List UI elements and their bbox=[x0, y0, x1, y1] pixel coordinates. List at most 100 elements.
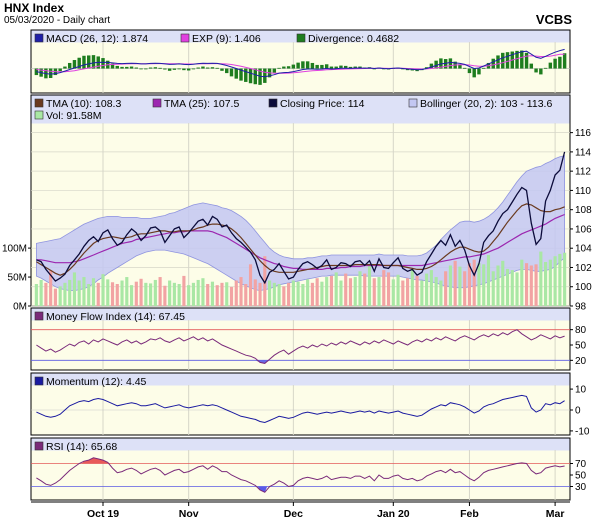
divergence-bar bbox=[343, 65, 348, 69]
volume-bar bbox=[163, 285, 167, 306]
volume-bar bbox=[34, 284, 38, 306]
volume-bar bbox=[172, 282, 176, 306]
x-axis-label: Feb bbox=[460, 508, 479, 520]
divergence-bar bbox=[543, 67, 548, 69]
volume-bar bbox=[415, 275, 419, 306]
volume-bar bbox=[372, 278, 376, 306]
volume-bar bbox=[63, 282, 67, 306]
divergence-bar bbox=[91, 55, 96, 69]
volume-bar bbox=[287, 282, 291, 306]
volume-bar bbox=[453, 260, 457, 306]
divergence-bar bbox=[129, 66, 134, 69]
volume-bar bbox=[486, 255, 491, 306]
volume-bar bbox=[520, 259, 524, 306]
divergence-bar bbox=[163, 68, 167, 70]
divergence-bar bbox=[134, 67, 139, 69]
volume-bar bbox=[277, 284, 281, 306]
divergence-bar bbox=[120, 66, 124, 69]
volume-bar bbox=[444, 271, 448, 306]
volume-bar bbox=[206, 284, 210, 306]
divergence-bar bbox=[58, 68, 62, 72]
volume-bar bbox=[315, 278, 319, 306]
rsi-line bbox=[36, 457, 565, 493]
volume-bar bbox=[458, 266, 462, 306]
rsi-panel-legend-label: RSI (14): 65.68 bbox=[46, 441, 117, 453]
price-panel-legend-swatch bbox=[408, 98, 418, 108]
volume-bar bbox=[429, 270, 433, 306]
divergence-bar bbox=[186, 68, 191, 71]
divergence-bar bbox=[472, 68, 476, 78]
divergence-bar bbox=[67, 62, 72, 69]
volume-bar bbox=[463, 271, 467, 306]
volume-bar bbox=[267, 280, 272, 306]
divergence-bar bbox=[553, 58, 557, 69]
rsi-overbought-fill bbox=[81, 457, 111, 464]
rsi-oversold-fill bbox=[257, 486, 268, 493]
divergence-bar bbox=[205, 67, 210, 69]
volume-bar bbox=[191, 282, 195, 306]
macd-panel-legend-swatch bbox=[34, 33, 44, 43]
volume-bar bbox=[115, 284, 119, 306]
divergence-bar bbox=[296, 62, 300, 69]
divergence-bar bbox=[458, 64, 462, 69]
divergence-bar bbox=[477, 68, 481, 75]
divergence-bar bbox=[272, 68, 277, 73]
divergence-bar bbox=[462, 67, 467, 69]
volume-bar bbox=[296, 281, 300, 306]
volume-bar bbox=[158, 277, 162, 306]
volume-bar bbox=[282, 286, 286, 306]
x-axis-label: Jan 20 bbox=[377, 508, 410, 520]
divergence-bar bbox=[534, 68, 538, 73]
divergence-bar bbox=[548, 62, 553, 69]
price-axis-tick-label: 102 bbox=[575, 263, 592, 274]
volume-bar bbox=[310, 282, 314, 306]
price-panel-legend-swatch bbox=[152, 98, 162, 108]
volume-bar bbox=[410, 268, 414, 306]
price-axis-tick-label: 98 bbox=[575, 302, 587, 313]
volume-bar bbox=[53, 288, 57, 306]
divergence-bar bbox=[348, 66, 353, 69]
volume-bar bbox=[439, 280, 443, 306]
divergence-bar bbox=[315, 64, 319, 69]
divergence-bar bbox=[158, 67, 162, 69]
mfi-axis-tick-label: 80 bbox=[575, 325, 587, 336]
volume-bar bbox=[515, 272, 519, 306]
volume-bar bbox=[149, 283, 153, 306]
divergence-bar bbox=[467, 68, 472, 74]
volume-bar bbox=[244, 284, 248, 306]
volume-bar bbox=[129, 285, 134, 306]
divergence-bar bbox=[210, 67, 215, 69]
divergence-bar bbox=[153, 67, 158, 69]
divergence-bar bbox=[239, 68, 243, 81]
volume-bar bbox=[134, 281, 138, 306]
volume-bar bbox=[253, 279, 257, 306]
volume-bar bbox=[39, 279, 43, 306]
chart-title: HNX Index bbox=[4, 1, 65, 15]
price-axis-tick-label: 112 bbox=[575, 167, 591, 178]
mfi-axis-tick-label: 20 bbox=[575, 356, 587, 367]
volume-bar bbox=[196, 279, 200, 306]
volume-bar bbox=[153, 279, 157, 306]
divergence-bar bbox=[115, 65, 119, 69]
divergence-bar bbox=[72, 60, 77, 69]
momentum-panel-legend-label: Momentum (12): 4.45 bbox=[46, 376, 147, 388]
volume-axis-label: 50M bbox=[8, 273, 27, 284]
divergence-bar bbox=[429, 63, 434, 69]
divergence-bar bbox=[448, 58, 453, 69]
price-panel-legend-swatch bbox=[34, 98, 44, 108]
volume-bar bbox=[496, 265, 500, 306]
volume-bar bbox=[291, 280, 295, 306]
divergence-bar bbox=[110, 63, 115, 69]
volume-bar bbox=[234, 280, 238, 306]
divergence-bar bbox=[562, 53, 567, 69]
divergence-bar bbox=[515, 50, 519, 69]
volume-bar bbox=[91, 278, 96, 306]
price-panel-legend-swatch bbox=[34, 110, 44, 120]
divergence-bar bbox=[253, 68, 258, 85]
momentum-axis-tick-label: 0 bbox=[575, 406, 581, 417]
volume-bar bbox=[210, 281, 215, 306]
momentum-panel-legend-swatch bbox=[34, 376, 44, 386]
volume-bar bbox=[467, 263, 472, 306]
volume-bar bbox=[482, 264, 486, 306]
